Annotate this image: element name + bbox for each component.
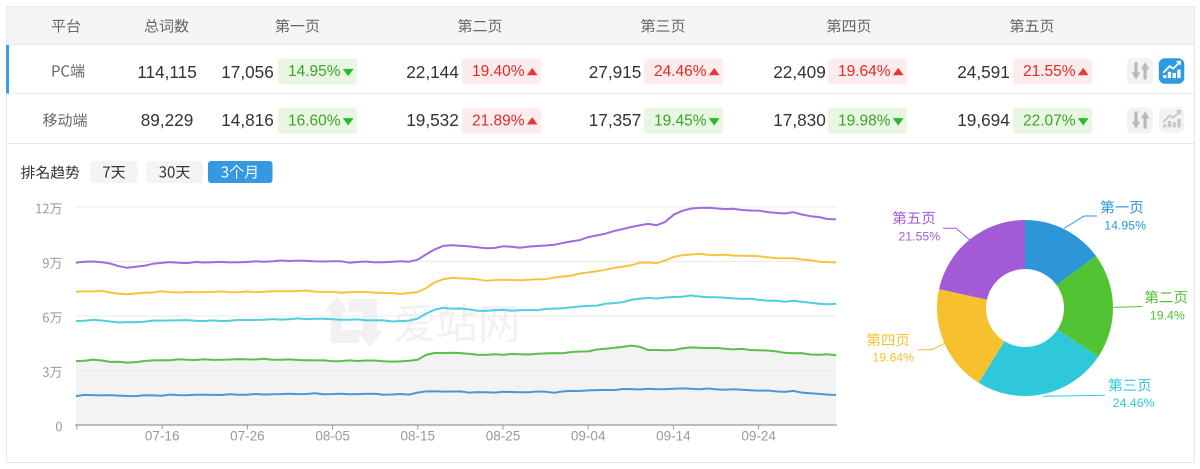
svg-text:19.4%: 19.4% — [1150, 308, 1185, 322]
svg-text:09-24: 09-24 — [741, 428, 776, 443]
svg-text:14,816: 14,816 — [221, 110, 274, 130]
svg-text:19.64%: 19.64% — [872, 350, 914, 364]
svg-text:19,694: 19,694 — [957, 110, 1010, 130]
svg-text:14.95%: 14.95% — [288, 63, 341, 80]
svg-text:17,056: 17,056 — [221, 62, 274, 82]
svg-text:08-15: 08-15 — [401, 428, 436, 443]
svg-text:24.46%: 24.46% — [654, 63, 707, 80]
svg-text:21.55%: 21.55% — [1023, 63, 1076, 80]
svg-text:22,409: 22,409 — [773, 62, 826, 82]
svg-text:14.95%: 14.95% — [1104, 218, 1146, 232]
svg-text:114,115: 114,115 — [137, 62, 197, 82]
svg-text:09-04: 09-04 — [571, 428, 606, 443]
svg-text:27,915: 27,915 — [589, 62, 642, 82]
svg-text:08-05: 08-05 — [315, 428, 350, 443]
svg-text:19.98%: 19.98% — [838, 112, 891, 129]
svg-text:19.45%: 19.45% — [654, 112, 707, 129]
svg-text:17,830: 17,830 — [773, 110, 826, 130]
svg-text:24.46%: 24.46% — [1113, 396, 1155, 410]
svg-text:16.60%: 16.60% — [288, 112, 341, 129]
svg-text:07-16: 07-16 — [145, 428, 180, 443]
svg-text:89,229: 89,229 — [141, 110, 194, 130]
svg-text:22,144: 22,144 — [406, 62, 459, 82]
svg-text:24,591: 24,591 — [957, 62, 1010, 82]
svg-text:19.64%: 19.64% — [838, 63, 891, 80]
svg-text:19.40%: 19.40% — [472, 63, 525, 80]
svg-text:19,532: 19,532 — [406, 110, 459, 130]
svg-text:17,357: 17,357 — [589, 110, 642, 130]
svg-text:09-14: 09-14 — [656, 428, 691, 443]
svg-text:07-26: 07-26 — [230, 428, 265, 443]
svg-text:21.89%: 21.89% — [472, 112, 525, 129]
svg-text:21.55%: 21.55% — [898, 230, 940, 244]
svg-text:22.07%: 22.07% — [1023, 112, 1076, 129]
svg-text:08-25: 08-25 — [486, 428, 521, 443]
